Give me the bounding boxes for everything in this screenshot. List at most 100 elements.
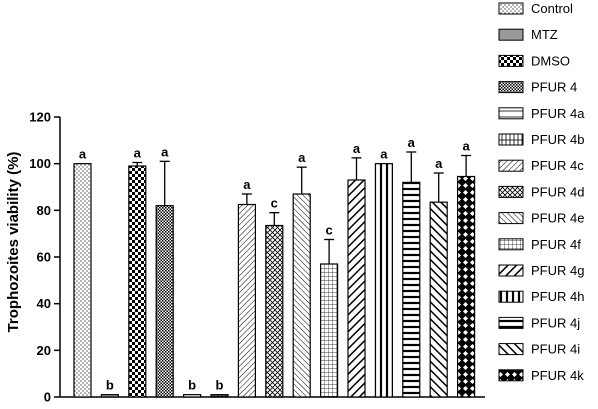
legend-item: MTZ	[498, 27, 558, 42]
legend-item: PFUR 4c	[498, 158, 584, 173]
legend-swatch	[498, 2, 524, 15]
bar-group: c	[265, 196, 284, 398]
bar-group: b	[100, 378, 120, 398]
legend-label: PFUR 4h	[531, 289, 584, 304]
legend-item: PFUR 4g	[498, 263, 584, 278]
y-tick-label: 0	[44, 390, 51, 405]
bar	[155, 205, 174, 398]
legend-swatch	[498, 54, 524, 67]
legend-item: PFUR 4f	[498, 237, 581, 252]
bar	[128, 165, 147, 398]
legend-label: PFUR 4k	[531, 368, 584, 383]
y-tick-label: 100	[29, 156, 51, 171]
significance-label: b	[106, 378, 114, 393]
significance-label: c	[271, 196, 278, 211]
legend-item: PFUR 4e	[498, 211, 584, 226]
legend-swatch	[498, 264, 524, 277]
legend-item: PFUR 4j	[498, 315, 580, 330]
bar-group: a	[237, 177, 256, 398]
legend-swatch	[498, 159, 524, 172]
legend: Control MTZ DMSO PFUR 4 PFUR 4a PFUR 4b PFUR 4…	[498, 1, 585, 383]
legend-swatch	[498, 369, 524, 382]
legend-item: PFUR 4d	[498, 184, 584, 199]
bar	[320, 263, 339, 398]
bar-group: a	[128, 146, 147, 398]
bar	[292, 193, 311, 398]
bar-group: a	[155, 144, 174, 398]
bar	[457, 175, 476, 398]
significance-label: a	[161, 144, 169, 159]
legend-label: PFUR 4j	[531, 315, 580, 330]
legend-label: PFUR 4a	[531, 106, 585, 121]
significance-label: b	[188, 378, 196, 393]
legend-label: Control	[531, 1, 573, 16]
legend-swatch	[498, 316, 524, 329]
legend-item: PFUR 4b	[498, 132, 584, 147]
legend-label: PFUR 4i	[531, 342, 580, 357]
legend-item: PFUR 4a	[498, 106, 585, 121]
bar-group: a	[73, 147, 92, 398]
bar	[210, 394, 229, 398]
significance-label: c	[325, 223, 332, 238]
legend-swatch	[498, 343, 524, 356]
legend-label: PFUR 4	[531, 80, 577, 95]
bar	[374, 163, 393, 398]
bar	[73, 163, 92, 398]
bar-group: a	[374, 147, 393, 398]
legend-swatch	[498, 290, 524, 303]
bar-group: a	[429, 156, 448, 398]
bar	[237, 203, 256, 398]
legend-item: Control	[498, 1, 573, 16]
significance-label: a	[243, 177, 251, 192]
significance-label: a	[79, 147, 87, 162]
legend-label: PFUR 4f	[531, 237, 581, 252]
legend-swatch	[498, 28, 524, 41]
significance-label: a	[380, 147, 388, 162]
legend-item: PFUR 4i	[498, 342, 580, 357]
legend-item: DMSO	[498, 53, 570, 68]
y-axis-label: Trophozoites viability (%)	[5, 152, 22, 333]
bars: a b a a b b a c a c a a a a a	[73, 135, 476, 398]
bar-group: b	[210, 378, 229, 398]
legend-item: PFUR 4k	[498, 368, 584, 383]
legend-swatch	[498, 133, 524, 146]
legend-label: MTZ	[531, 27, 558, 42]
legend-label: PFUR 4d	[531, 184, 584, 199]
significance-label: a	[408, 135, 416, 150]
significance-label: a	[462, 139, 470, 154]
significance-label: a	[298, 150, 306, 165]
bar-group: c	[320, 223, 339, 398]
significance-label: a	[353, 141, 361, 156]
legend-label: PFUR 4g	[531, 263, 584, 278]
legend-label: PFUR 4e	[531, 211, 584, 226]
bar-group: b	[183, 378, 202, 398]
y-tick-label: 80	[37, 203, 51, 218]
bar	[100, 394, 120, 398]
bar	[429, 201, 448, 398]
bar	[183, 394, 202, 398]
legend-swatch	[498, 238, 524, 251]
legend-swatch	[498, 81, 524, 94]
legend-item: PFUR 4h	[498, 289, 584, 304]
bar-group: a	[292, 150, 311, 398]
legend-item: PFUR 4	[498, 80, 577, 95]
significance-label: a	[435, 156, 443, 171]
legend-swatch	[498, 212, 524, 225]
bar-group: a	[457, 139, 476, 398]
legend-swatch	[498, 185, 524, 198]
y-tick-label: 40	[37, 296, 51, 311]
legend-label: PFUR 4b	[531, 132, 584, 147]
significance-label: b	[216, 378, 224, 393]
y-tick-label: 20	[37, 343, 51, 358]
bar	[265, 224, 284, 398]
bar	[402, 181, 421, 398]
bar-group: a	[347, 141, 366, 398]
y-tick-label: 120	[29, 110, 51, 125]
legend-label: DMSO	[531, 53, 570, 68]
significance-label: a	[134, 146, 142, 161]
legend-label: PFUR 4c	[531, 158, 584, 173]
y-tick-label: 60	[37, 250, 51, 265]
legend-swatch	[498, 107, 524, 120]
bar	[347, 179, 366, 398]
